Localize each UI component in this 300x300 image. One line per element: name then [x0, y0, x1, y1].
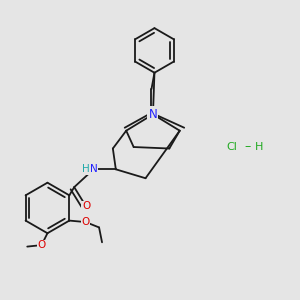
- Text: H: H: [255, 142, 264, 152]
- Text: O: O: [82, 202, 90, 212]
- Text: –: –: [244, 140, 250, 154]
- Text: N: N: [90, 164, 98, 174]
- Text: N: N: [147, 106, 156, 119]
- Text: O: O: [38, 240, 46, 250]
- Text: Cl: Cl: [226, 142, 237, 152]
- Text: O: O: [82, 217, 90, 227]
- Text: N: N: [148, 108, 157, 121]
- Text: H: H: [82, 164, 90, 174]
